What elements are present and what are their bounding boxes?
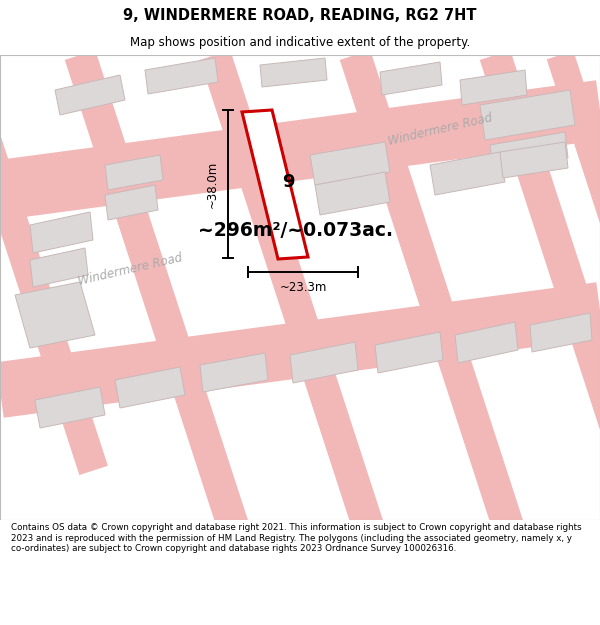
Polygon shape — [200, 50, 416, 625]
Polygon shape — [105, 155, 163, 190]
Polygon shape — [375, 332, 443, 373]
Polygon shape — [430, 152, 505, 195]
Polygon shape — [460, 70, 527, 105]
Polygon shape — [105, 185, 158, 220]
Text: Windermere Road: Windermere Road — [386, 112, 493, 148]
Polygon shape — [480, 50, 600, 625]
Polygon shape — [340, 50, 556, 625]
Polygon shape — [200, 353, 268, 392]
Text: ~23.3m: ~23.3m — [280, 281, 326, 294]
Polygon shape — [260, 58, 327, 87]
Polygon shape — [0, 86, 108, 475]
Polygon shape — [0, 80, 600, 220]
Polygon shape — [480, 90, 575, 140]
Polygon shape — [30, 248, 88, 287]
Text: 9, WINDERMERE ROAD, READING, RG2 7HT: 9, WINDERMERE ROAD, READING, RG2 7HT — [123, 8, 477, 23]
Polygon shape — [242, 110, 308, 259]
Polygon shape — [530, 313, 592, 352]
Polygon shape — [455, 322, 518, 363]
Polygon shape — [115, 367, 185, 408]
Polygon shape — [35, 387, 105, 428]
Polygon shape — [547, 51, 600, 392]
Polygon shape — [0, 282, 600, 418]
Polygon shape — [490, 132, 568, 171]
Text: Windermere Road: Windermere Road — [77, 252, 184, 288]
Polygon shape — [290, 342, 358, 383]
Text: 9: 9 — [282, 173, 294, 191]
Text: ~38.0m: ~38.0m — [206, 161, 219, 208]
Text: Contains OS data © Crown copyright and database right 2021. This information is : Contains OS data © Crown copyright and d… — [11, 523, 581, 553]
Polygon shape — [15, 282, 95, 348]
Polygon shape — [55, 75, 125, 115]
Polygon shape — [310, 142, 390, 185]
Polygon shape — [380, 62, 442, 95]
Polygon shape — [145, 58, 218, 94]
Polygon shape — [30, 212, 93, 253]
Text: Map shows position and indicative extent of the property.: Map shows position and indicative extent… — [130, 36, 470, 49]
Text: ~296m²/~0.073ac.: ~296m²/~0.073ac. — [197, 221, 392, 239]
Polygon shape — [65, 50, 281, 625]
Polygon shape — [315, 172, 390, 215]
Polygon shape — [500, 142, 568, 178]
